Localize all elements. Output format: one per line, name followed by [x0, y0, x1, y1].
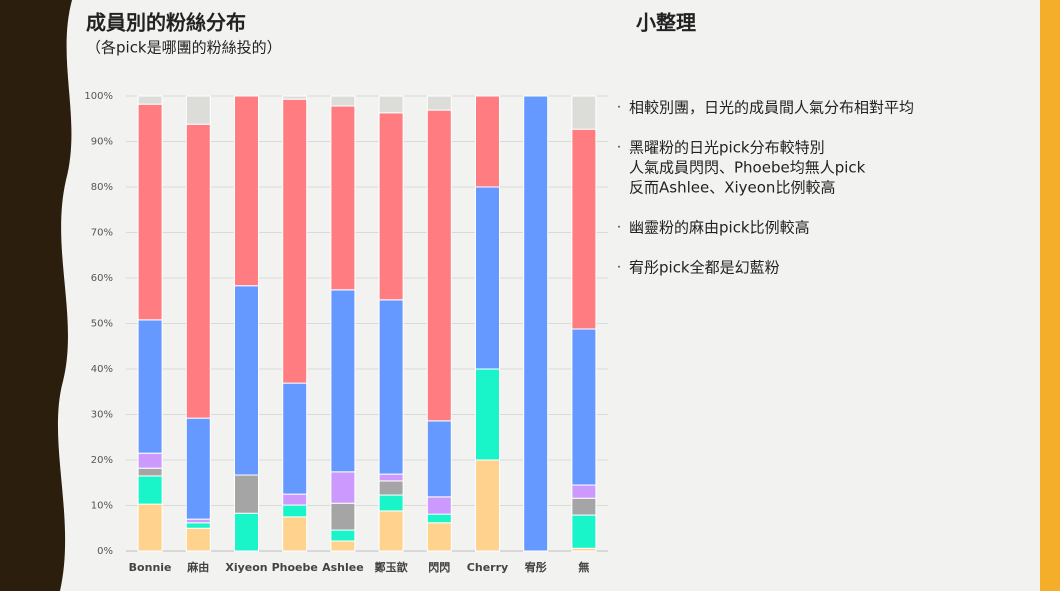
y-tick-label: 40%	[91, 364, 113, 375]
bar-segment	[234, 512, 259, 552]
bar-segment	[426, 496, 452, 515]
bar-segment	[185, 518, 211, 524]
x-tick-label: 閃閃	[428, 561, 450, 574]
bar-segment	[330, 540, 356, 552]
bar-segment	[137, 503, 163, 552]
x-tick-label: Ashlee	[322, 561, 364, 574]
bar-segment	[426, 95, 452, 111]
x-tick-label: 鄭玉歆	[375, 560, 409, 574]
slide-title: 成員別的粉絲分布	[86, 11, 246, 35]
x-tick-label: 麻由	[186, 560, 209, 574]
bullet: ·	[617, 141, 621, 156]
y-tick-label: 50%	[91, 319, 113, 330]
left-border	[0, 0, 72, 591]
bar-segment	[137, 467, 163, 477]
bar-segment	[571, 484, 597, 499]
bar-segment	[185, 522, 211, 529]
bar-segment	[378, 95, 404, 114]
bar-segment	[378, 494, 404, 512]
note-text: 幽靈粉的麻由pick比例較高	[629, 219, 810, 237]
bar-segment	[571, 95, 597, 130]
bar-segment	[523, 95, 549, 552]
bar-segment	[378, 112, 404, 301]
note-text: 宥彤pick全都是幻藍粉	[629, 259, 780, 277]
y-tick-label: 20%	[91, 455, 113, 466]
x-tick-label: Phoebe	[272, 561, 318, 574]
bar-segment	[426, 513, 452, 524]
right-stripe	[1040, 0, 1060, 591]
x-tick-label: Xiyeon	[225, 561, 267, 574]
bar-segment	[571, 328, 597, 486]
y-tick-label: 30%	[91, 410, 113, 421]
note-text: 反而Ashlee、Xiyeon比例較高	[629, 179, 835, 197]
x-tick-label: Cherry	[467, 561, 508, 574]
y-tick-label: 70%	[91, 228, 113, 239]
bar-segment	[571, 497, 597, 516]
bar-segment	[330, 502, 356, 531]
bar-segment	[282, 382, 308, 495]
note-text: 人氣成員閃閃、Phoebe均無人pick	[629, 159, 866, 177]
bar-segment	[282, 95, 308, 100]
bar-segment	[234, 285, 259, 476]
bar-segment	[330, 105, 356, 291]
y-tick-label: 90%	[91, 137, 113, 148]
y-tick-label: 10%	[91, 501, 113, 512]
notes-title: 小整理	[636, 11, 696, 35]
bar-segment	[475, 186, 500, 370]
bar-segment	[282, 516, 308, 552]
bar-segment	[234, 95, 259, 287]
bar-segment	[185, 527, 211, 552]
bar-segment	[378, 473, 404, 482]
x-tick-label: Bonnie	[129, 561, 172, 574]
bar-segment	[137, 103, 163, 321]
bar-segment	[185, 123, 211, 419]
bar-segment	[378, 510, 404, 552]
bar-segment	[282, 493, 308, 506]
y-tick-label: 0%	[97, 546, 113, 557]
y-tick-label: 60%	[91, 273, 113, 284]
bar-segment	[185, 417, 211, 520]
y-tick-label: 100%	[84, 91, 113, 102]
bar-segment	[137, 95, 163, 105]
bullet: ·	[617, 221, 621, 236]
bar-segment	[571, 514, 597, 549]
bar-segment	[475, 95, 500, 188]
y-tick-label: 80%	[91, 182, 113, 193]
bar-segment	[282, 98, 308, 384]
bar-segment	[137, 319, 163, 454]
bar-segment	[137, 452, 163, 469]
bar-segment	[426, 420, 452, 498]
bar-segment	[330, 289, 356, 473]
bar-segment	[426, 522, 452, 552]
bar-segment	[330, 529, 356, 542]
bar-segment	[475, 459, 500, 552]
slide-subtitle: （各pick是哪團的粉絲投的）	[86, 39, 282, 57]
bar-segment	[378, 299, 404, 475]
bar-segment	[137, 475, 163, 505]
bullet: ·	[617, 101, 621, 116]
bar-segment	[330, 95, 356, 107]
bar-segment	[234, 474, 259, 514]
bar-segment	[571, 128, 597, 330]
bullet: ·	[617, 261, 621, 276]
bar-segment	[330, 471, 356, 504]
bar-segment	[185, 95, 211, 125]
x-tick-label: 宥彤	[524, 560, 547, 574]
note-text: 黑曜粉的日光pick分布較特別	[629, 139, 825, 157]
bar-segment	[426, 109, 452, 422]
x-tick-label: 無	[578, 560, 589, 574]
note-text: 相較別團，日光的成員間人氣分布相對平均	[629, 99, 914, 117]
bar-segment	[475, 368, 500, 461]
bar-segment	[282, 504, 308, 518]
bar-segment	[378, 480, 404, 496]
